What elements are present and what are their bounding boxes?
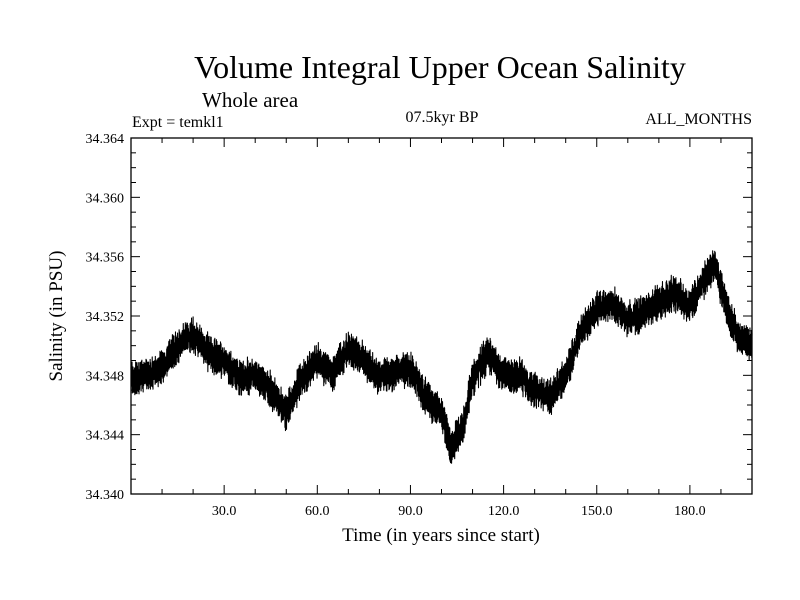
x-tick-label: 150.0 (581, 504, 613, 519)
y-tick-label: 34.360 (86, 191, 125, 206)
experiment-label: Expt = temkl1 (132, 114, 224, 131)
x-tick-label: 180.0 (674, 504, 706, 519)
y-tick-label: 34.364 (86, 132, 125, 147)
x-tick-label: 120.0 (488, 504, 520, 519)
y-tick-label: 34.344 (86, 429, 125, 444)
y-axis-label: Salinity (in PSU) (46, 251, 67, 382)
plot-frame (130, 137, 753, 495)
chart-subtitle: Whole area (202, 88, 299, 112)
x-axis-label: Time (in years since start) (342, 525, 540, 546)
y-tick-label: 34.348 (86, 369, 125, 384)
x-tick-label: 30.0 (212, 504, 237, 519)
months-label: ALL_MONTHS (645, 111, 752, 128)
y-tick-label: 34.352 (86, 310, 125, 325)
y-tick-label: 34.340 (86, 488, 125, 503)
chart-title: Volume Integral Upper Ocean Salinity (194, 49, 686, 85)
series-layer (130, 250, 753, 464)
series-line (130, 250, 753, 464)
x-tick-label: 90.0 (398, 504, 423, 519)
y-tick-label: 34.356 (86, 251, 125, 266)
axes-layer: 34.340 34.344 34.348 34.352 34.356 34.360 34.3… (86, 132, 752, 519)
period-label: 07.5kyr BP (406, 109, 479, 126)
x-tick-label: 60.0 (305, 504, 330, 519)
